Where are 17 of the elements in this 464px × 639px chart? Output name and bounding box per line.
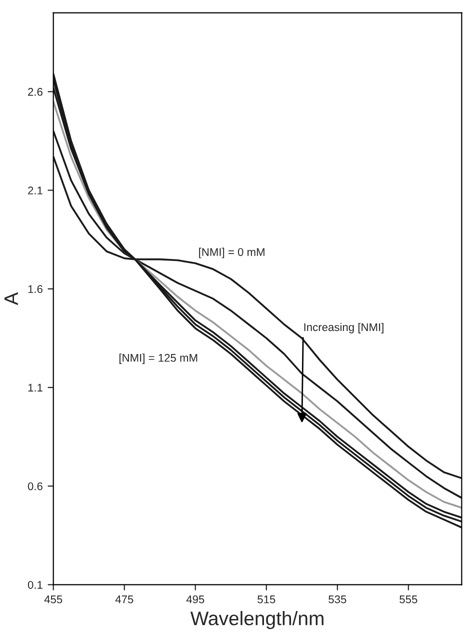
x-tick-label: 495 [186,595,204,604]
y-tick-label: 2.6 [28,88,42,96]
x-tick-label: 555 [400,596,418,604]
y-tick-label: 0.6 [28,482,42,490]
y-tick-label: 0.1 [28,580,42,589]
annotation: Increasing [NMI] [304,322,384,334]
y-tick-label: 1.6 [28,285,42,294]
y-tick-label: 1.1 [28,384,42,392]
x-tick-label: 515 [258,596,276,604]
x-tick-label: 475 [115,596,134,604]
x-tick-label: 455 [44,596,62,604]
x-tick-label: 535 [328,595,346,604]
y-tick-label: 2.1 [28,186,42,194]
annotation: [NMI] = 125 mM [119,354,198,364]
annotation: [NMI] = 0 mM [199,248,264,258]
x-axis-title: Wavelength/nm [190,611,324,630]
y-axis-title: A [4,292,18,306]
